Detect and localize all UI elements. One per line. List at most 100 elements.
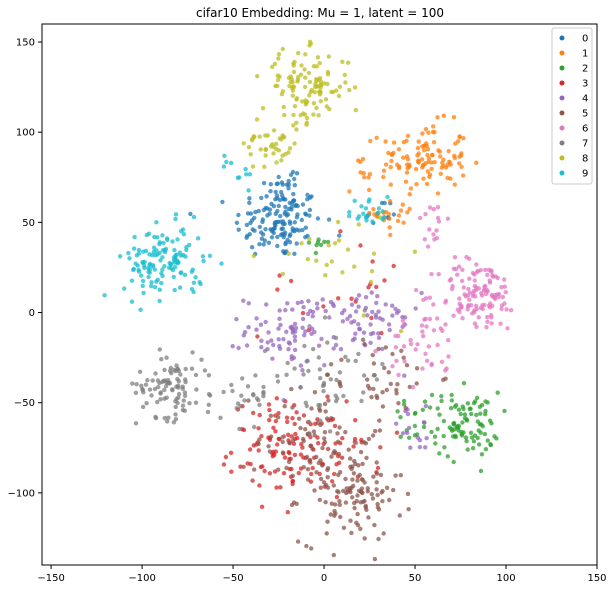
point-1 xyxy=(421,176,426,181)
point-5 xyxy=(301,465,306,470)
point-8 xyxy=(412,249,418,254)
point-8 xyxy=(307,39,313,44)
point-0 xyxy=(282,250,287,256)
point-4 xyxy=(390,313,395,318)
point-6 xyxy=(475,268,481,274)
point-4 xyxy=(402,373,407,378)
point-0 xyxy=(259,195,264,201)
point-6 xyxy=(435,205,441,210)
point-6 xyxy=(429,271,434,277)
point-9 xyxy=(131,246,137,251)
point-8 xyxy=(317,92,323,97)
point-4 xyxy=(286,347,291,352)
point-7 xyxy=(176,395,181,400)
point-8 xyxy=(287,146,293,151)
point-2 xyxy=(463,435,469,440)
point-6 xyxy=(408,341,414,347)
point-4 xyxy=(283,308,288,313)
point-8 xyxy=(274,160,279,165)
point-6 xyxy=(493,296,498,302)
point-2 xyxy=(421,424,427,430)
point-4 xyxy=(278,322,283,328)
point-6 xyxy=(444,366,449,371)
point-6 xyxy=(463,294,468,299)
point-5 xyxy=(376,346,381,352)
legend-marker-9 xyxy=(559,170,565,176)
point-8 xyxy=(300,99,305,104)
point-9 xyxy=(161,240,166,246)
point-5 xyxy=(381,531,386,536)
point-4 xyxy=(263,319,268,325)
point-6 xyxy=(499,303,505,308)
point-6 xyxy=(431,302,436,307)
point-7 xyxy=(361,390,366,395)
point-7 xyxy=(353,358,358,364)
point-5 xyxy=(305,467,311,472)
point-6 xyxy=(455,272,460,277)
point-5 xyxy=(369,394,374,400)
point-3 xyxy=(382,278,387,283)
point-1 xyxy=(404,154,410,159)
point-4 xyxy=(292,334,298,339)
point-7 xyxy=(252,424,257,430)
point-5 xyxy=(332,513,337,518)
point-8 xyxy=(326,243,331,248)
point-3 xyxy=(299,442,304,447)
point-6 xyxy=(492,293,498,298)
point-5 xyxy=(364,455,369,461)
point-4 xyxy=(356,322,361,327)
point-2 xyxy=(495,390,500,395)
point-8 xyxy=(296,50,301,56)
point-0 xyxy=(294,171,300,176)
point-2 xyxy=(441,433,446,439)
point-9 xyxy=(172,264,178,270)
point-7 xyxy=(182,408,187,413)
point-5 xyxy=(366,436,372,442)
point-3 xyxy=(310,465,315,471)
point-6 xyxy=(421,333,426,339)
point-3 xyxy=(332,423,338,429)
point-7 xyxy=(318,376,323,381)
point-5 xyxy=(252,467,257,472)
point-2 xyxy=(437,451,442,456)
point-2 xyxy=(398,434,403,439)
point-5 xyxy=(375,501,380,507)
point-7 xyxy=(162,367,167,373)
point-6 xyxy=(402,359,407,364)
point-9 xyxy=(141,263,147,268)
x-tick-label: 50 xyxy=(409,573,422,584)
point-5 xyxy=(323,409,328,414)
point-4 xyxy=(289,354,294,359)
point-5 xyxy=(304,543,309,549)
point-9 xyxy=(173,212,179,217)
point-7 xyxy=(303,400,308,405)
point-4 xyxy=(266,330,271,335)
point-5 xyxy=(276,415,281,420)
point-4 xyxy=(408,445,413,450)
point-5 xyxy=(318,458,323,463)
point-3 xyxy=(325,446,331,452)
point-3 xyxy=(321,304,326,309)
point-2 xyxy=(479,452,485,457)
point-5 xyxy=(356,488,362,493)
point-7 xyxy=(162,415,167,421)
point-7 xyxy=(275,373,280,379)
point-4 xyxy=(298,363,304,368)
point-8 xyxy=(347,87,352,93)
point-5 xyxy=(309,546,314,551)
point-7 xyxy=(253,373,258,378)
point-5 xyxy=(257,437,262,442)
point-1 xyxy=(429,166,434,171)
point-4 xyxy=(290,328,296,333)
legend-marker-2 xyxy=(559,65,565,71)
point-3 xyxy=(334,462,339,467)
point-9 xyxy=(159,280,164,286)
point-5 xyxy=(296,416,302,421)
point-9 xyxy=(375,210,380,216)
point-3 xyxy=(274,485,279,490)
point-0 xyxy=(283,209,288,214)
point-5 xyxy=(310,446,315,451)
point-2 xyxy=(313,250,319,256)
point-8 xyxy=(263,133,268,138)
